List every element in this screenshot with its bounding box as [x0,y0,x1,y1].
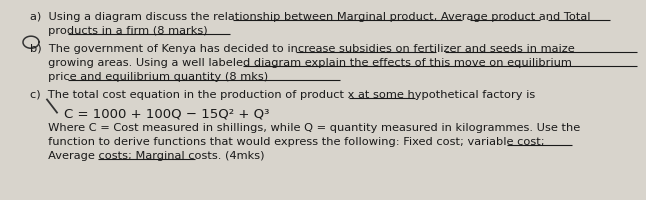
Text: growing areas. Using a well labeled diagram explain the effects of this move on : growing areas. Using a well labeled diag… [30,58,572,68]
Text: products in a firm (8 marks): products in a firm (8 marks) [30,26,207,36]
Text: C = 1000 + 100Q − 15Q² + Q³: C = 1000 + 100Q − 15Q² + Q³ [30,107,269,120]
Text: c)  The total cost equation in the production of product x at some hypothetical : c) The total cost equation in the produc… [30,90,536,100]
Text: Where C = Cost measured in shillings, while Q = quantity measured in kilogrammes: Where C = Cost measured in shillings, wh… [30,122,580,132]
Text: function to derive functions that would express the following: Fixed cost; varia: function to derive functions that would … [30,136,545,146]
Text: Average costs; Marginal costs. (4mks): Average costs; Marginal costs. (4mks) [30,150,264,160]
Text: b)  The government of Kenya has decided to increase subsidies on fertilizer and : b) The government of Kenya has decided t… [30,44,575,54]
Text: a)  Using a diagram discuss the relationship between Marginal product, Average p: a) Using a diagram discuss the relations… [30,12,590,22]
Text: price and equilibrium quantity (8 mks): price and equilibrium quantity (8 mks) [30,72,268,82]
